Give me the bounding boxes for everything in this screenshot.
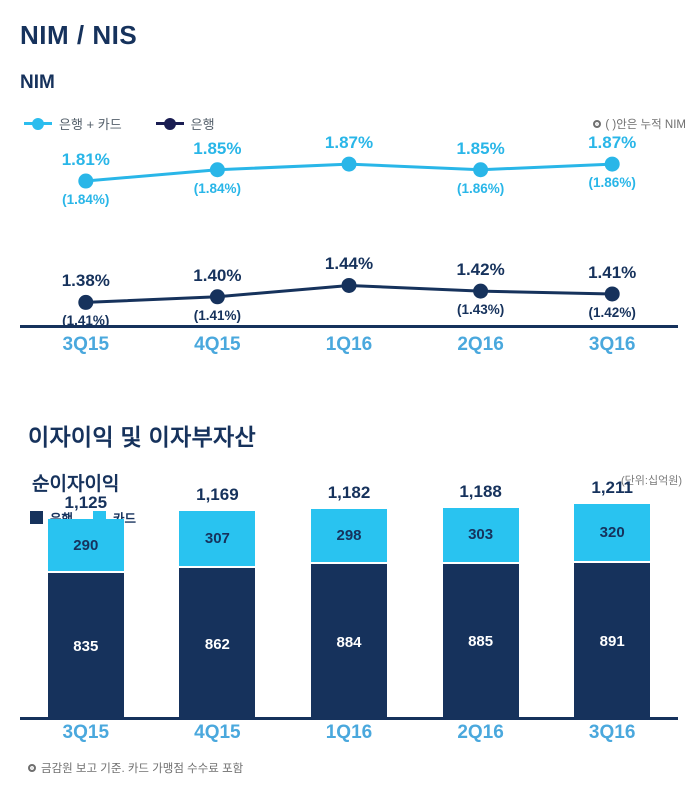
bar-group[interactable]: 1,125 290 835 <box>47 493 124 720</box>
bar-total-label: 1,211 <box>591 477 633 497</box>
x-axis-tick-label: 1Q16 <box>325 334 373 355</box>
line-marker-icon <box>24 117 52 130</box>
data-point-label: 1.38% <box>61 271 110 291</box>
nim-chart-svg <box>78 156 620 310</box>
x-axis-tick-label: 2Q16 <box>457 722 504 743</box>
data-point-label: 1.81% <box>61 150 110 170</box>
bullet-dot-icon <box>593 120 602 128</box>
bar-total-label: 1,169 <box>196 485 239 505</box>
bar-segment-card[interactable]: 290 <box>47 519 124 571</box>
cumulative-label: (1.43%) <box>456 302 505 318</box>
series-points-bank <box>78 277 620 310</box>
x-axis-tick-label: 4Q15 <box>194 722 241 743</box>
bullet-dot-icon <box>28 764 36 772</box>
section-label-nim: NIM <box>20 72 55 93</box>
cumulative-label: (1.84%) <box>193 180 242 196</box>
data-point-label: 1.40% <box>193 265 242 285</box>
bar-x-axis-labels: 3Q15 4Q15 1Q16 2Q16 3Q16 <box>20 722 678 744</box>
bar-total-label: 1,182 <box>327 482 371 502</box>
data-point[interactable] <box>473 162 489 178</box>
nim-axis-line <box>20 325 678 328</box>
square-swatch-icon <box>30 511 43 524</box>
data-point[interactable] <box>341 156 357 172</box>
bar-group[interactable]: 1,211 320 891 <box>574 478 651 720</box>
nim-note-text: ( )안은 누적 NIM <box>605 119 686 131</box>
nim-legend-item-bank-plus-card[interactable]: 은행 + 카드 <box>24 114 122 133</box>
data-point[interactable] <box>604 286 620 302</box>
nim-legend-label: 은행 + 카드 <box>59 117 122 132</box>
data-point-label: 1.87% <box>324 133 374 153</box>
bar-total-label: 1,188 <box>459 481 502 501</box>
x-axis-tick-label: 3Q16 <box>588 722 636 743</box>
x-axis-tick-label: 2Q16 <box>457 334 504 355</box>
footnote-text: 금감원 보고 기준. 카드 가맹점 수수료 포함 <box>41 763 244 775</box>
bar-segment-card[interactable]: 320 <box>574 503 651 561</box>
bar-axis-line <box>20 717 678 720</box>
data-point-label: 1.44% <box>324 254 374 274</box>
data-point-label: 1.85% <box>193 138 242 158</box>
data-point[interactable] <box>78 173 94 189</box>
nim-legend-item-bank[interactable]: 은행 <box>155 114 215 133</box>
nim-x-axis-labels: 3Q15 4Q15 1Q16 2Q16 3Q16 <box>20 334 678 356</box>
cumulative-label: (1.86%) <box>456 180 505 196</box>
bar-segment-card[interactable]: 298 <box>311 508 387 563</box>
section-title-interest: 이자이익 및 이자부자산 <box>28 424 256 450</box>
data-point[interactable] <box>78 294 94 310</box>
data-point[interactable] <box>209 162 225 178</box>
bar-segment-bank[interactable]: 835 <box>47 570 124 720</box>
cumulative-label: (1.41%) <box>62 313 110 329</box>
x-axis-tick-label: 3Q16 <box>588 334 636 355</box>
cumulative-label: (1.42%) <box>588 304 636 320</box>
cumulative-label: (1.84%) <box>62 192 110 208</box>
data-point[interactable] <box>473 283 489 299</box>
x-axis-tick-label: 3Q15 <box>62 722 110 743</box>
data-point[interactable] <box>209 289 225 305</box>
bar-segment-card[interactable]: 307 <box>179 511 256 567</box>
cumulative-label: (1.41%) <box>193 307 242 323</box>
bar-group[interactable]: 1,182 298 884 <box>311 483 387 720</box>
bar-segment-card[interactable]: 303 <box>442 507 519 562</box>
bar-segment-bank[interactable]: 891 <box>574 560 651 720</box>
data-point-label: 1.42% <box>456 260 505 280</box>
page-title: NIM / NIS <box>20 20 138 50</box>
series-points-bank-plus-card <box>78 156 620 189</box>
nim-legend: 은행 + 카드 은행 <box>24 114 215 133</box>
bar-segment-bank[interactable]: 885 <box>442 561 519 720</box>
bar-total-label: 1,125 <box>64 493 108 513</box>
data-point[interactable] <box>604 156 620 172</box>
bar-segment-bank[interactable]: 862 <box>179 566 256 720</box>
nim-line-chart: 1.81% (1.84%) 1.85% (1.84%) 1.87% 1.85% (1.86%… <box>20 133 678 329</box>
data-point-label: 1.87% <box>588 133 637 153</box>
bar-group[interactable]: 1,188 303 885 <box>442 482 519 720</box>
nim-legend-label: 은행 <box>190 117 215 132</box>
footnote: 금감원 보고 기준. 카드 가맹점 수수료 포함 <box>28 760 243 776</box>
net-interest-income-bar-chart: 1,125 290 835 1,169 307 862 1,182 298 884 1,188 30… <box>20 478 678 720</box>
line-marker-icon <box>155 117 184 130</box>
x-axis-tick-label: 4Q15 <box>194 334 241 355</box>
x-axis-tick-label: 1Q16 <box>325 722 373 743</box>
section-subtitle-net-interest-income: 순이자이익 <box>32 474 120 495</box>
data-point[interactable] <box>341 277 357 293</box>
cumulative-label: (1.86%) <box>588 175 636 191</box>
bar-group[interactable]: 1,169 307 862 <box>179 485 256 720</box>
nim-note: ( )안은 누적 NIM <box>593 116 686 132</box>
data-point-label: 1.85% <box>456 138 505 158</box>
unit-note: (단위:십억원) <box>621 475 682 487</box>
bar-segment-bank[interactable]: 884 <box>311 562 387 720</box>
data-point-label: 1.41% <box>588 262 637 282</box>
x-axis-tick-label: 3Q15 <box>62 334 110 355</box>
